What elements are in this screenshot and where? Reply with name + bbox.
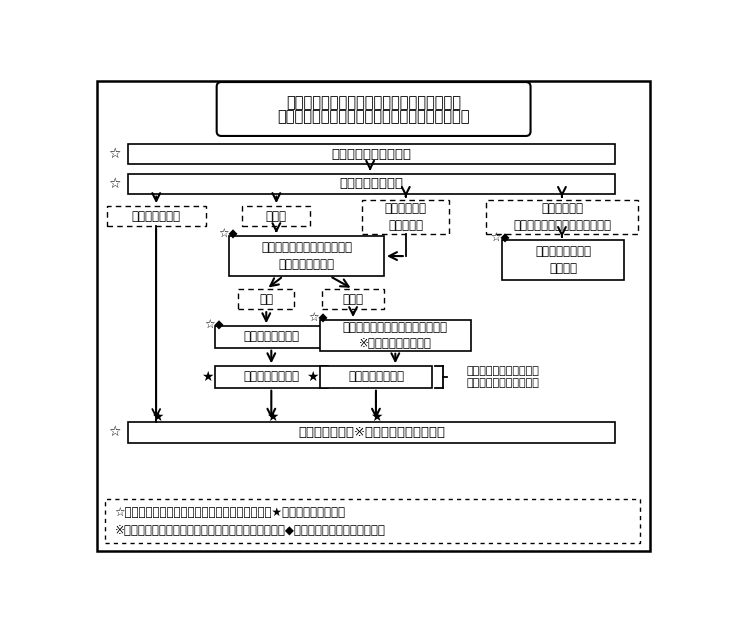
Text: その他の学校
（私立、当区以外の公立など）: その他の学校 （私立、当区以外の公立など） bbox=[513, 202, 611, 232]
Text: ★: ★ bbox=[370, 410, 383, 424]
Text: ～区民事務所で転入届・転居届を受理した場合～: ～区民事務所で転入届・転居届を受理した場合～ bbox=[277, 110, 470, 125]
Bar bbox=[215, 326, 327, 347]
Text: 希望申請書の受理: 希望申請書の受理 bbox=[243, 371, 300, 384]
Text: ☆◆: ☆◆ bbox=[308, 312, 328, 325]
Bar bbox=[322, 289, 384, 309]
Bar bbox=[486, 200, 637, 233]
Text: ★: ★ bbox=[305, 370, 319, 384]
Bar bbox=[502, 240, 624, 280]
Bar bbox=[105, 499, 640, 543]
Text: 可能: 可能 bbox=[260, 293, 273, 305]
Bar bbox=[242, 206, 311, 226]
Text: 不可能: 不可能 bbox=[343, 293, 364, 305]
Text: ☆: ☆ bbox=[108, 426, 120, 439]
Bar bbox=[362, 200, 449, 233]
Text: ★: ★ bbox=[201, 370, 214, 384]
Text: 指定校変更の申立: 指定校変更の申立 bbox=[348, 371, 404, 384]
Bar bbox=[229, 236, 384, 276]
Bar bbox=[215, 366, 327, 387]
Text: ☆: ☆ bbox=[108, 177, 120, 191]
Text: ☆◆: ☆◆ bbox=[204, 318, 223, 331]
Text: 隣接校以外の
区立小学校: 隣接校以外の 区立小学校 bbox=[385, 202, 426, 232]
Text: 通学区域の学校以外への
変更を認める場合に限る: 通学区域の学校以外への 変更を認める場合に限る bbox=[467, 366, 540, 388]
Bar bbox=[238, 289, 295, 309]
Text: ☆◆: ☆◆ bbox=[218, 227, 237, 240]
Text: 通学区域の学校: 通学区域の学校 bbox=[132, 210, 181, 222]
Text: 就学校の指定　※転入学通知書等の交付: 就学校の指定 ※転入学通知書等の交付 bbox=[298, 426, 445, 439]
Bar bbox=[128, 422, 615, 443]
Text: ★: ★ bbox=[151, 410, 163, 424]
Text: 転入届・転居届の提出: 転入届・転居届の提出 bbox=[332, 148, 412, 161]
Text: 希望申請書の交付: 希望申請書の交付 bbox=[243, 331, 300, 344]
Text: 隣接校: 隣接校 bbox=[266, 210, 286, 222]
Bar bbox=[106, 206, 206, 226]
Text: 就学希望校の確認: 就学希望校の確認 bbox=[340, 177, 404, 190]
Bar bbox=[320, 366, 432, 387]
Text: ☆◆: ☆◆ bbox=[491, 231, 510, 244]
Text: 就学校（通学区域の学校）の指定
※転入学通知書の交付: 就学校（通学区域の学校）の指定 ※転入学通知書の交付 bbox=[343, 321, 448, 350]
Text: 必要な届出・申請
等の案内: 必要な届出・申請 等の案内 bbox=[535, 245, 591, 275]
Bar bbox=[128, 173, 615, 193]
Text: 学校希望制度による申請が可
能かどうかを確認: 学校希望制度による申請が可 能かどうかを確認 bbox=[261, 241, 352, 271]
Text: ☆＝区民事務所（区役所出先機関）で処理　　　★＝教育委員会で処理: ☆＝区民事務所（区役所出先機関）で処理 ★＝教育委員会で処理 bbox=[114, 506, 346, 519]
Text: 小学校在学者の転入・転居者の就学事務手続: 小学校在学者の転入・転居者の就学事務手続 bbox=[286, 95, 461, 110]
Text: ★: ★ bbox=[266, 410, 278, 424]
Text: ※転入・転居届を区役所（区民課）で受理した場合、◆の処理についても教育委員会: ※転入・転居届を区役所（区民課）で受理した場合、◆の処理についても教育委員会 bbox=[114, 525, 385, 538]
Bar bbox=[128, 145, 615, 165]
Text: ☆: ☆ bbox=[108, 148, 120, 162]
FancyBboxPatch shape bbox=[217, 82, 531, 136]
Bar bbox=[320, 320, 471, 351]
